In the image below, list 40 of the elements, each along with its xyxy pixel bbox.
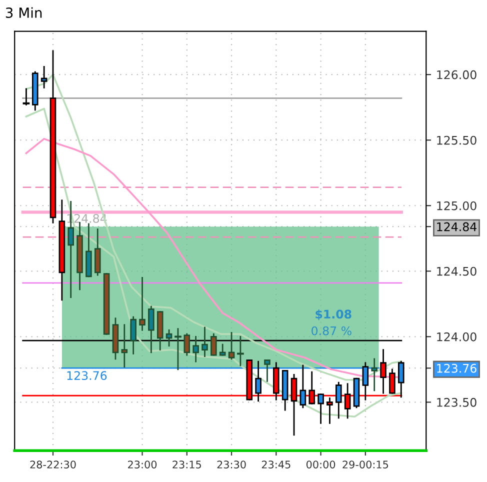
candlestick — [210, 333, 217, 356]
x-tick-label: 23:45 — [262, 460, 290, 468]
y-tick-label: 124.50 — [437, 266, 476, 276]
candlestick — [166, 329, 172, 347]
candlestick — [94, 228, 101, 276]
candlestick — [398, 360, 404, 398]
x-tick-label: 23:15 — [172, 460, 201, 468]
annotation: 0.87 % — [312, 326, 352, 336]
y-tick-label: 123.50 — [437, 398, 476, 407]
candlestick — [219, 344, 226, 356]
y-tick-label: 125.50 — [437, 136, 476, 145]
candlestick — [237, 336, 244, 366]
annotation: $1.08 — [316, 309, 352, 320]
candlestick — [228, 332, 235, 360]
x-tick-label: 28-22:30 — [30, 460, 76, 468]
candlestick — [130, 316, 136, 354]
candlestick — [371, 358, 378, 392]
y-tick-label: 123.76 — [437, 364, 476, 373]
candlestick — [22, 88, 30, 106]
candlestick — [174, 328, 182, 370]
candlestick — [264, 360, 270, 382]
annotation: 123.76 — [67, 371, 107, 380]
y-tick-label: 124.84 — [437, 222, 476, 232]
candlestick — [148, 306, 154, 354]
candlestick — [318, 394, 324, 424]
x-tick-label: 23:00 — [128, 460, 157, 468]
y-tick-label: 124.00 — [437, 332, 476, 342]
x-tick-label: 23:30 — [217, 460, 246, 468]
y-tick-label: 126.00 — [437, 70, 476, 80]
y-tick-label: 125.00 — [437, 201, 476, 210]
candlestick — [40, 66, 48, 88]
x-tick-label: 29-00:15 — [342, 460, 388, 468]
candlestick — [192, 336, 199, 362]
candlestick — [121, 324, 128, 368]
candlestick — [139, 276, 146, 331]
candlestick — [335, 382, 342, 419]
candlestick — [184, 333, 190, 356]
chart-title: 3 Min — [6, 7, 42, 18]
candlestick — [202, 326, 208, 358]
x-tick-label: 00:00 — [306, 460, 336, 468]
